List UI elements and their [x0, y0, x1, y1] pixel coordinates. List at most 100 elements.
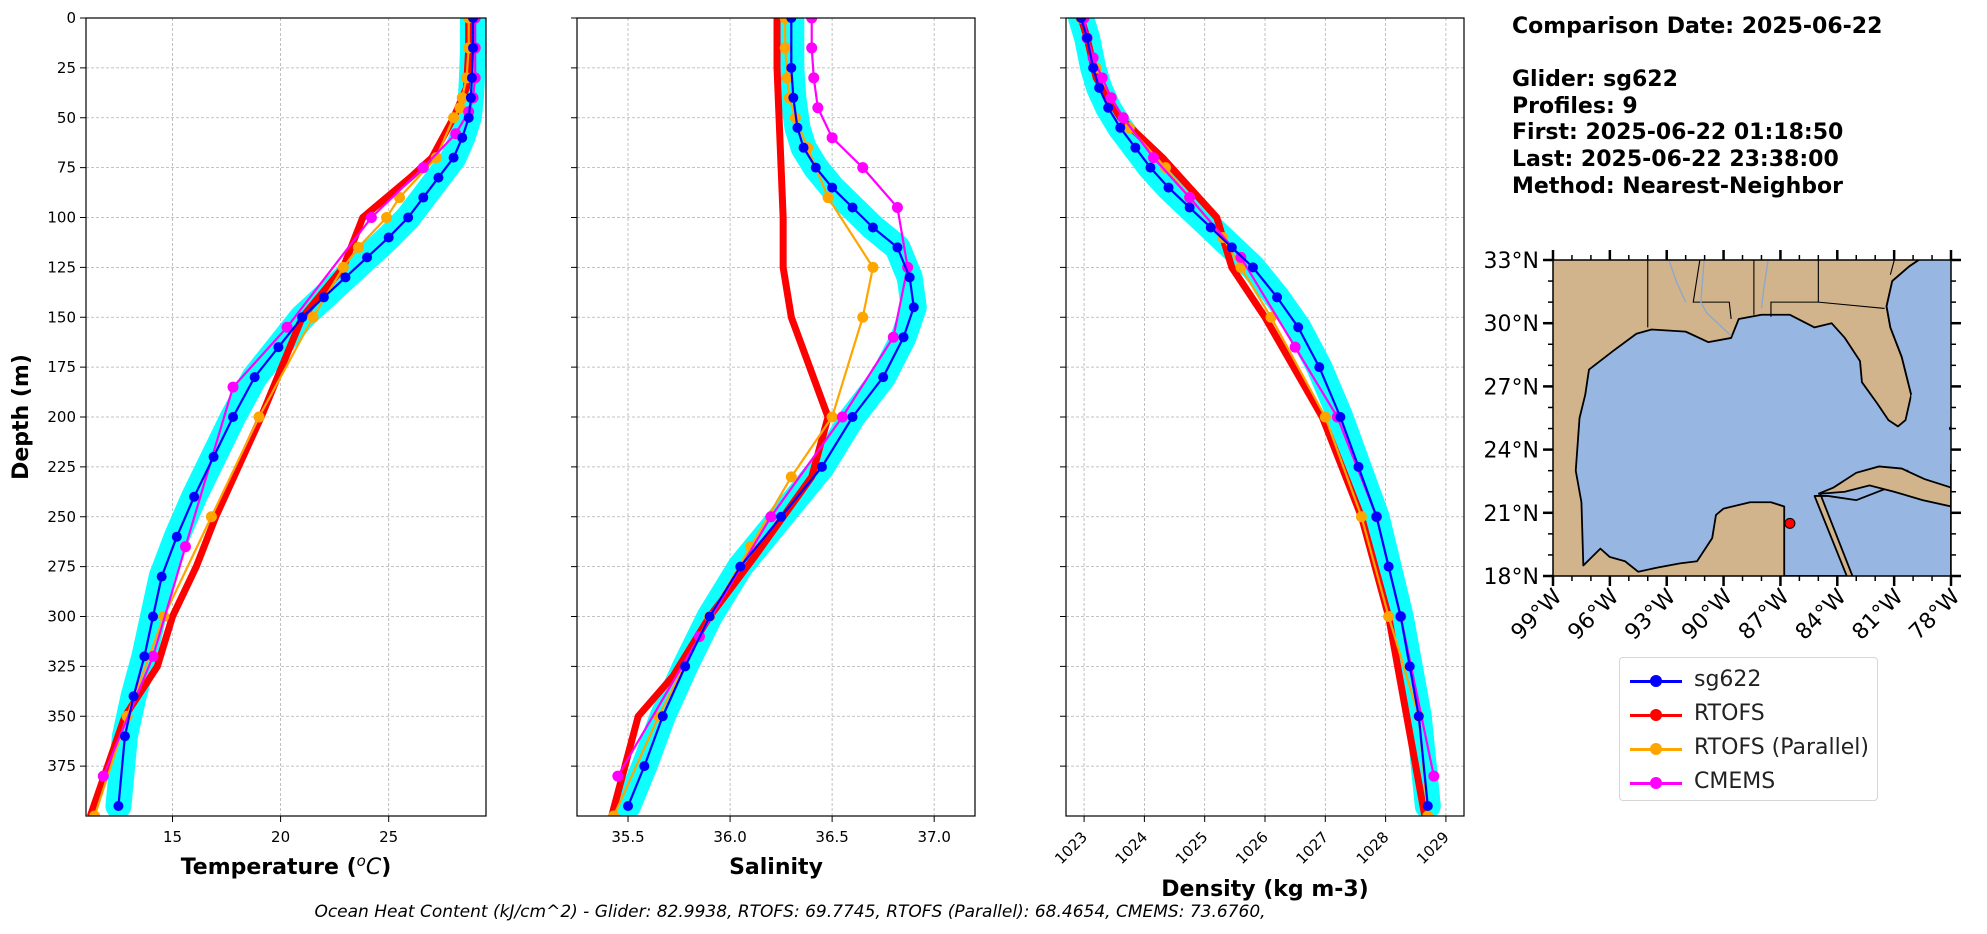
- data-point: [765, 511, 777, 523]
- data-point: [205, 511, 217, 523]
- tick-label-x: 1024: [1111, 828, 1151, 868]
- data-point: [318, 292, 329, 303]
- data-point: [139, 651, 150, 662]
- legend-label: RTOFS: [1694, 701, 1765, 726]
- map-lat-label: 24°N: [1484, 439, 1539, 464]
- data-point: [418, 192, 429, 203]
- last-time: Last: 2025-06-22 23:38:00: [1512, 146, 1839, 172]
- tick-label-x: 25: [379, 828, 398, 846]
- data-point: [362, 252, 373, 263]
- data-point: [1205, 222, 1216, 233]
- data-point: [826, 132, 838, 144]
- data-point: [779, 42, 791, 54]
- tick-label-y: 375: [47, 757, 76, 775]
- comparison-info: Comparison Date: 2025-06-22 Glider: sg62…: [1512, 14, 1882, 200]
- legend-label: CMEMS: [1694, 769, 1776, 794]
- tick-label-y: 250: [47, 508, 76, 526]
- state-border: [1770, 260, 1819, 317]
- data-point: [1226, 242, 1237, 253]
- data-point: [1335, 412, 1346, 422]
- label-close: ): [381, 855, 391, 880]
- panel-2: 35.5 36.0 36.5 37.0 Salinity: [571, 17, 976, 880]
- map-lon-label: 96°W: [1563, 584, 1624, 645]
- data-point: [89, 810, 101, 816]
- data-point: [826, 411, 838, 423]
- data-point: [798, 142, 809, 153]
- data-point: [179, 541, 191, 553]
- data-point: [1265, 311, 1277, 323]
- legend-item-sg622: sg622: [1620, 664, 1877, 698]
- comparison-date: Comparison Date: 2025-06-22: [1512, 14, 1883, 39]
- data-point: [208, 451, 219, 462]
- plot-area: [608, 18, 927, 816]
- data-point: [608, 810, 620, 816]
- data-point: [806, 42, 818, 54]
- data-point: [273, 342, 284, 353]
- data-point: [639, 761, 650, 772]
- map-lon-label: 78°W: [1905, 584, 1966, 645]
- data-point: [836, 411, 848, 423]
- data-point: [1184, 202, 1195, 213]
- data-point: [891, 202, 903, 214]
- data-point: [417, 162, 429, 174]
- legend-label: sg622: [1694, 667, 1762, 692]
- legend-item-cmems: CMEMS: [1620, 766, 1877, 800]
- map-lon-label: 81°W: [1848, 584, 1909, 645]
- data-point: [119, 731, 130, 742]
- data-point: [468, 18, 479, 23]
- tick-label-x: 1028: [1353, 828, 1393, 868]
- atlantic: [1886, 260, 1951, 465]
- data-point: [776, 511, 787, 522]
- data-point: [454, 102, 466, 114]
- tick-label-x: 37.0: [917, 828, 950, 846]
- data-point: [1371, 511, 1382, 522]
- data-point: [1082, 32, 1093, 43]
- map-area: [1553, 260, 1951, 576]
- data-point: [466, 72, 477, 83]
- data-point: [1422, 801, 1433, 812]
- data-point: [827, 182, 838, 193]
- map-frame: [1552, 259, 1952, 577]
- data-point: [1314, 362, 1325, 373]
- data-point: [1413, 711, 1424, 722]
- data-point: [227, 381, 239, 393]
- data-point: [97, 770, 109, 782]
- tick-label-x: 1025: [1172, 828, 1212, 868]
- data-point: [847, 412, 858, 422]
- glider-name: Glider: sg622: [1512, 67, 1678, 93]
- state-border: [1889, 260, 1895, 275]
- map-lon-label: 90°W: [1677, 584, 1738, 645]
- data-point: [1247, 262, 1258, 273]
- tick-label-y: 275: [47, 558, 76, 576]
- data-point: [785, 471, 797, 483]
- data-point: [704, 611, 715, 622]
- data-point: [281, 321, 293, 333]
- data-point: [456, 92, 468, 104]
- tick-label-x: 1026: [1232, 828, 1272, 868]
- glider-location-marker: [1784, 517, 1796, 529]
- map: 33°N 30°N 27°N 24°N 21°N 18°N99°W96°W93°W90°W…: [1484, 249, 1966, 645]
- data-point: [867, 261, 879, 273]
- x-axis-label: Density (kg m-3): [1161, 877, 1369, 902]
- data-point: [383, 232, 394, 243]
- data-point: [812, 102, 824, 114]
- data-point: [1130, 142, 1141, 153]
- data-point: [433, 172, 444, 183]
- data-point: [1235, 261, 1247, 273]
- data-point: [1145, 162, 1156, 173]
- map-lat-label: 21°N: [1484, 502, 1539, 527]
- state-border: [1692, 260, 1732, 320]
- legend-marker: [1650, 743, 1662, 755]
- glider-envelope: [1068, 18, 1441, 816]
- data-point: [810, 162, 821, 173]
- axes-frame: [85, 17, 487, 817]
- legend-marker: [1650, 675, 1662, 687]
- data-point: [822, 192, 834, 204]
- data-point: [228, 412, 239, 422]
- data-point: [297, 312, 308, 323]
- glider-envelope: [615, 18, 927, 816]
- x-axis-label: Temperature (oC): [181, 852, 392, 880]
- legend-item-rtofs-parallel: RTOFS (Parallel): [1620, 732, 1877, 766]
- data-point: [1319, 411, 1331, 423]
